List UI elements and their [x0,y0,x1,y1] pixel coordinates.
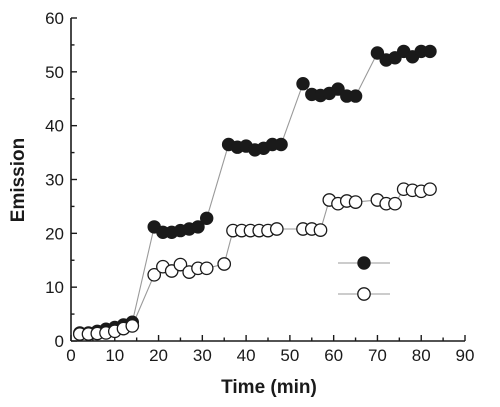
legend [338,256,390,301]
y-tick-label: 30 [45,171,64,190]
x-tick-label: 10 [105,346,124,365]
filled-circle-point [200,211,214,226]
x-tick-label: 20 [149,346,168,365]
y-tick-label: 60 [45,9,64,28]
series-markers [72,44,437,341]
series-lines [79,50,431,335]
filled-circle-point [296,77,310,91]
series-1-line [79,50,430,334]
y-tick-label: 0 [55,332,64,351]
axes: 0 10 20 30 40 50 60 70 80 90 0 10 20 30 40 50 60 [45,9,474,365]
open-circle-point [173,257,188,272]
open-circle-point [269,222,284,236]
x-axis-title: Time (min) [221,377,317,398]
filled-circle-point [331,82,345,96]
x-tick-label: 80 [412,346,431,365]
y-tick-label: 10 [45,278,64,297]
y-axis-title: Emission [8,138,29,222]
x-tick-label: 40 [237,346,256,365]
filled-circle-point [370,46,385,60]
x-tick-label: 60 [324,346,343,365]
x-tick-label: 50 [280,346,299,365]
series-2-line [79,188,431,335]
filled-circle-point [191,220,205,234]
open-circle-point [388,196,402,211]
open-circle-point [125,319,140,333]
legend-filled-circle [357,256,371,270]
y-tick-label: 20 [45,224,64,243]
legend-open-circle [357,287,371,301]
filled-circle-point [274,137,288,152]
filled-circle-point [348,89,363,103]
x-tick-label: 0 [66,346,75,365]
open-circle-point [199,261,214,276]
open-circle-point [423,182,437,197]
y-tick-label: 40 [45,117,64,136]
y-tick-label: 50 [45,63,64,82]
filled-circle-point [423,44,437,59]
x-tick-label: 90 [456,346,475,365]
x-tick-label: 70 [368,346,387,365]
x-tick-label: 30 [193,346,212,365]
open-circle-point [147,267,162,282]
open-circle-point [313,223,328,237]
open-circle-point [217,257,232,271]
open-circle-point [348,195,363,209]
